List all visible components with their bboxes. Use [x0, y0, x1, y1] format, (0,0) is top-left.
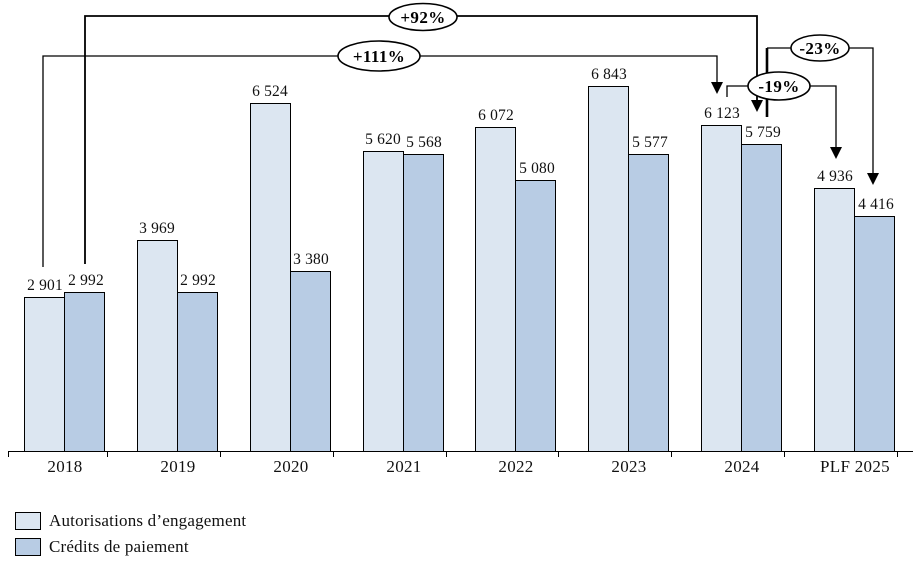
legend-item-cp: Crédits de paiement	[15, 536, 246, 557]
legend-swatch-ae	[15, 511, 41, 530]
bar-cp-2021	[403, 154, 444, 452]
bar-value-label: 2 992	[180, 272, 216, 289]
x-axis-category-label: 2021	[386, 457, 422, 476]
bar-value-label: 5 568	[406, 134, 442, 151]
bar-value-label: 6 843	[591, 66, 627, 83]
legend-label-cp: Crédits de paiement	[49, 536, 189, 556]
bar-value-label: 6 524	[252, 83, 288, 100]
legend-swatch-cp	[15, 537, 41, 556]
x-axis-category-label: 2023	[611, 457, 647, 476]
bar-cp-plf-2025	[854, 216, 895, 452]
bar-value-label: 5 080	[519, 160, 555, 177]
x-axis-category-label: 2020	[273, 457, 309, 476]
x-axis-category-label: PLF 2025	[820, 457, 890, 476]
bar-value-label: 6 072	[478, 107, 514, 124]
bar-value-label: 3 969	[139, 220, 175, 237]
bar-value-label: 4 936	[817, 168, 853, 185]
x-axis-tick	[558, 451, 560, 457]
bar-ae-2024	[701, 125, 742, 452]
x-axis-tick	[333, 451, 335, 457]
bar-ae-2018	[24, 297, 65, 452]
bar-value-label: 5 577	[632, 134, 668, 151]
legend-item-ae: Autorisations d’engagement	[15, 510, 246, 531]
bar-cp-2019	[177, 292, 218, 452]
x-axis-tick	[446, 451, 448, 457]
bar-cp-2022	[515, 180, 556, 452]
legend: Autorisations d’engagement Crédits de pa…	[15, 510, 246, 562]
x-axis-tick	[784, 451, 786, 457]
x-axis-tick	[8, 451, 10, 457]
x-axis-category-label: 2019	[160, 457, 196, 476]
x-axis-tick	[107, 451, 109, 457]
bar-value-label: 5 759	[745, 124, 781, 141]
bar-ae-2020	[250, 103, 291, 452]
bar-cp-2018	[64, 292, 105, 452]
legend-label-ae: Autorisations d’engagement	[49, 510, 247, 530]
bar-ae-2021	[363, 151, 404, 452]
bar-cp-2020	[290, 271, 331, 452]
x-axis-tick	[220, 451, 222, 457]
x-axis-category-label: 2024	[724, 457, 760, 476]
bar-value-label: 3 380	[293, 251, 329, 268]
bar-value-label: 6 123	[704, 105, 740, 122]
x-axis-tick	[671, 451, 673, 457]
bar-cp-2024	[741, 144, 782, 452]
bar-value-label: 2 992	[68, 272, 104, 289]
x-axis-line	[8, 451, 913, 452]
bar-value-label: 4 416	[858, 196, 894, 213]
x-axis-category-label: 2022	[498, 457, 534, 476]
x-axis-category-label: 2018	[47, 457, 83, 476]
bar-ae-plf-2025	[814, 188, 855, 452]
x-axis-tick	[897, 451, 899, 457]
bar-cp-2023	[628, 154, 669, 452]
bar-value-label: 2 901	[27, 277, 63, 294]
